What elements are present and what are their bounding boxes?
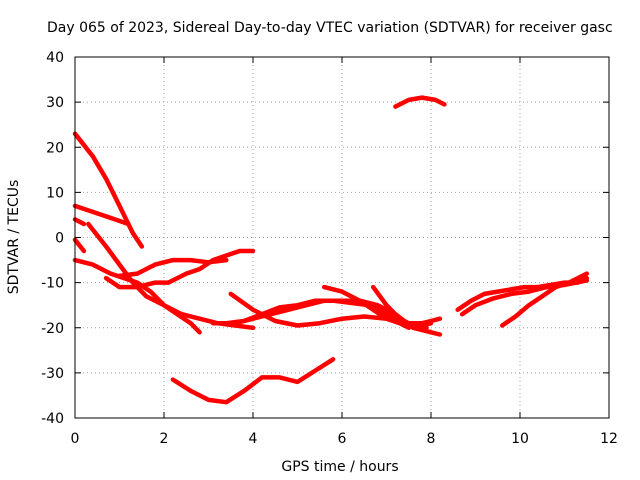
series-line-arc-3: [72, 217, 87, 227]
series-line-arc-12: [321, 284, 412, 331]
series-layer: [72, 95, 590, 405]
x-tick-label: 4: [249, 431, 258, 447]
y-tick-label: -20: [41, 321, 64, 337]
y-tick-label: 0: [55, 231, 64, 247]
y-tick-label: 20: [46, 140, 64, 156]
y-tick-label: -30: [41, 366, 64, 382]
series-line-arc-13: [370, 284, 429, 331]
series-line-arc-2: [72, 203, 131, 227]
y-tick-label: 10: [46, 185, 64, 201]
series-line-arc-15: [393, 95, 447, 109]
x-tick-label: 8: [427, 431, 436, 447]
y-tick-label: 40: [46, 50, 64, 66]
y-axis-label: SDTVAR / TECUs: [6, 180, 22, 295]
series-line-arc-4: [72, 237, 87, 254]
chart-title: Day 065 of 2023, Sidereal Day-to-day VTE…: [47, 20, 613, 36]
x-tick-label: 2: [160, 431, 169, 447]
series-line-arc-7: [103, 248, 256, 290]
x-axis-label: GPS time / hours: [281, 459, 398, 475]
series-line-arc-8: [117, 257, 229, 279]
series-line-arc-6: [72, 257, 202, 335]
x-tick-label: 0: [71, 431, 80, 447]
x-tick-label: 12: [600, 431, 618, 447]
x-tick-label: 10: [511, 431, 529, 447]
x-tick-label: 6: [338, 431, 347, 447]
series-line-arc-14: [170, 357, 336, 405]
series-line-arc-1: [72, 131, 145, 249]
series-line-arc-18: [499, 271, 590, 328]
y-tick-label: -10: [41, 276, 64, 292]
y-tick-label: 30: [46, 95, 64, 111]
grid-layer: [75, 57, 609, 418]
tick-layer: 0 2 4 6 8 10 12 -40 -30 -20 -10 0 10 20 30 40: [41, 50, 618, 447]
y-tick-label: -40: [41, 411, 64, 427]
